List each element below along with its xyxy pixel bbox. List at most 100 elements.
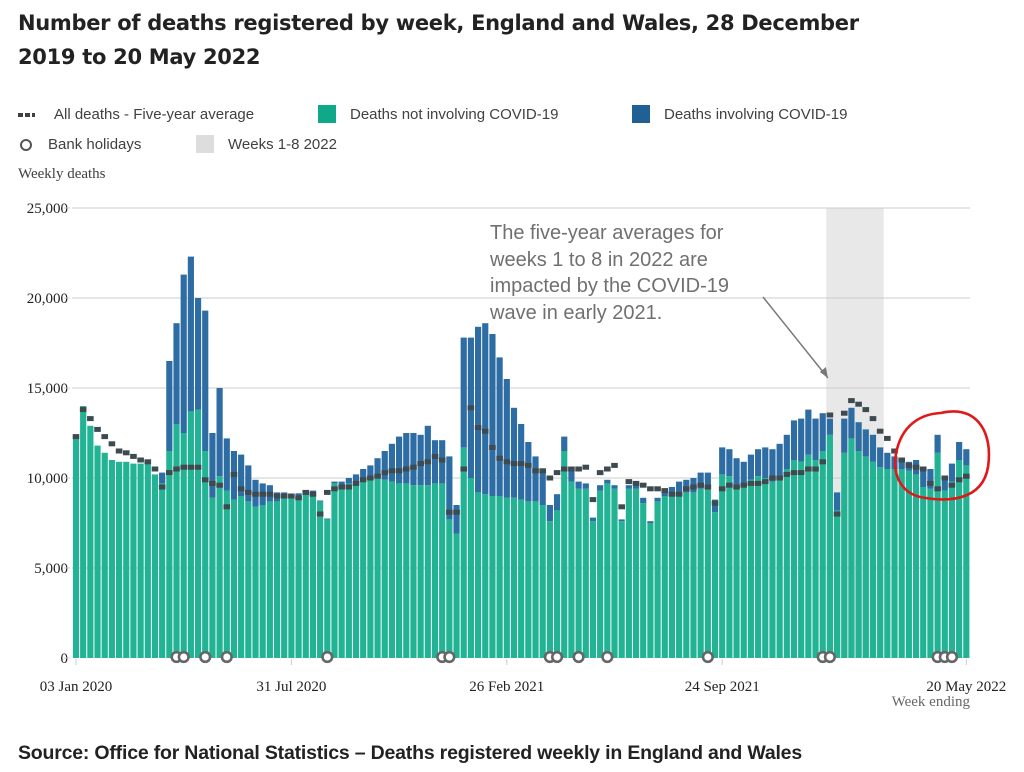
bar-covid[interactable] bbox=[209, 433, 216, 498]
bar-covid[interactable] bbox=[747, 454, 755, 480]
week-bar[interactable] bbox=[733, 458, 740, 658]
bar-not-covid[interactable] bbox=[166, 451, 173, 658]
bar-not-covid[interactable] bbox=[898, 469, 905, 658]
bar-covid[interactable] bbox=[855, 422, 862, 451]
week-bar[interactable] bbox=[539, 472, 546, 658]
week-bar[interactable] bbox=[72, 438, 80, 658]
bar-not-covid[interactable] bbox=[841, 452, 848, 658]
bar-covid[interactable] bbox=[769, 449, 776, 482]
bar-not-covid[interactable] bbox=[352, 481, 360, 658]
bar-covid[interactable] bbox=[848, 407, 855, 439]
week-bar[interactable] bbox=[546, 505, 553, 658]
bar-covid[interactable] bbox=[553, 494, 561, 511]
bar-not-covid[interactable] bbox=[388, 481, 396, 658]
bar-covid[interactable] bbox=[410, 433, 417, 486]
bar-not-covid[interactable] bbox=[920, 487, 927, 658]
bar-covid[interactable] bbox=[503, 379, 510, 498]
week-bar[interactable] bbox=[431, 440, 439, 658]
week-bar[interactable] bbox=[216, 388, 223, 658]
bar-not-covid[interactable] bbox=[288, 497, 295, 658]
bar-covid[interactable] bbox=[575, 481, 582, 489]
bar-not-covid[interactable] bbox=[417, 485, 424, 658]
week-bar[interactable] bbox=[920, 469, 927, 658]
week-bar[interactable] bbox=[360, 469, 367, 658]
week-bar[interactable] bbox=[647, 521, 654, 658]
week-bar[interactable] bbox=[747, 454, 755, 658]
week-bar[interactable] bbox=[245, 465, 252, 658]
bar-not-covid[interactable] bbox=[194, 409, 202, 658]
bar-covid[interactable] bbox=[324, 518, 331, 520]
bar-not-covid[interactable] bbox=[532, 501, 539, 658]
week-bar[interactable] bbox=[309, 490, 317, 658]
bar-not-covid[interactable] bbox=[582, 488, 589, 658]
week-bar[interactable] bbox=[711, 499, 719, 658]
week-bar[interactable] bbox=[252, 479, 259, 658]
bar-not-covid[interactable] bbox=[123, 461, 130, 658]
week-bar[interactable] bbox=[159, 472, 166, 658]
bar-not-covid[interactable] bbox=[719, 474, 726, 658]
bar-covid[interactable] bbox=[654, 497, 661, 502]
week-bar[interactable] bbox=[934, 434, 941, 658]
bar-not-covid[interactable] bbox=[805, 454, 812, 658]
week-bar[interactable] bbox=[223, 438, 230, 658]
bar-not-covid[interactable] bbox=[317, 501, 324, 658]
bar-not-covid[interactable] bbox=[309, 492, 317, 658]
bar-not-covid[interactable] bbox=[747, 479, 755, 658]
bar-not-covid[interactable] bbox=[604, 483, 611, 658]
bar-not-covid[interactable] bbox=[173, 424, 180, 658]
week-bar[interactable] bbox=[618, 519, 625, 658]
bar-not-covid[interactable] bbox=[790, 460, 798, 658]
bar-covid[interactable] bbox=[561, 436, 568, 451]
bar-covid[interactable] bbox=[187, 256, 194, 412]
bar-not-covid[interactable] bbox=[568, 481, 575, 658]
bar-covid[interactable] bbox=[640, 497, 647, 504]
bar-covid[interactable] bbox=[597, 485, 604, 491]
bar-covid[interactable] bbox=[245, 465, 252, 502]
week-bar[interactable] bbox=[324, 518, 331, 659]
bar-not-covid[interactable] bbox=[597, 490, 604, 658]
bar-not-covid[interactable] bbox=[467, 478, 474, 658]
bar-not-covid[interactable] bbox=[575, 488, 582, 658]
bar-not-covid[interactable] bbox=[912, 474, 920, 658]
week-bar[interactable] bbox=[654, 497, 661, 658]
week-bar[interactable] bbox=[446, 456, 453, 658]
bar-not-covid[interactable] bbox=[216, 476, 223, 658]
week-bar[interactable] bbox=[331, 481, 338, 658]
bar-not-covid[interactable] bbox=[755, 476, 762, 658]
bar-not-covid[interactable] bbox=[130, 463, 137, 658]
bar-not-covid[interactable] bbox=[460, 447, 467, 658]
bar-not-covid[interactable] bbox=[611, 488, 618, 658]
bar-not-covid[interactable] bbox=[331, 483, 338, 658]
week-bar[interactable] bbox=[740, 461, 747, 658]
week-bar[interactable] bbox=[187, 256, 194, 658]
bar-not-covid[interactable] bbox=[187, 411, 194, 658]
bar-not-covid[interactable] bbox=[80, 406, 87, 658]
bar-not-covid[interactable] bbox=[439, 483, 446, 658]
bar-not-covid[interactable] bbox=[525, 501, 532, 658]
week-bar[interactable] bbox=[869, 434, 877, 658]
week-bar[interactable] bbox=[898, 458, 905, 658]
bar-covid[interactable] bbox=[166, 361, 173, 451]
bar-not-covid[interactable] bbox=[302, 494, 309, 658]
bar-covid[interactable] bbox=[898, 458, 905, 469]
week-bar[interactable] bbox=[762, 447, 769, 658]
bar-not-covid[interactable] bbox=[259, 505, 266, 658]
week-bar[interactable] bbox=[467, 337, 474, 658]
week-bar[interactable] bbox=[819, 413, 826, 658]
week-bar[interactable] bbox=[94, 445, 101, 658]
week-bar[interactable] bbox=[912, 460, 920, 658]
bar-covid[interactable] bbox=[668, 487, 676, 495]
week-bar[interactable] bbox=[561, 436, 568, 658]
bar-covid[interactable] bbox=[202, 310, 209, 451]
bar-covid[interactable] bbox=[711, 499, 719, 513]
bar-not-covid[interactable] bbox=[697, 488, 704, 658]
bar-not-covid[interactable] bbox=[826, 434, 833, 658]
bar-not-covid[interactable] bbox=[711, 512, 719, 658]
bar-covid[interactable] bbox=[920, 469, 927, 487]
week-bar[interactable] bbox=[963, 449, 970, 658]
week-bar[interactable] bbox=[137, 463, 144, 658]
week-bar[interactable] bbox=[769, 449, 776, 658]
bar-not-covid[interactable] bbox=[798, 461, 805, 658]
bar-not-covid[interactable] bbox=[87, 425, 94, 658]
week-bar[interactable] bbox=[805, 409, 812, 658]
